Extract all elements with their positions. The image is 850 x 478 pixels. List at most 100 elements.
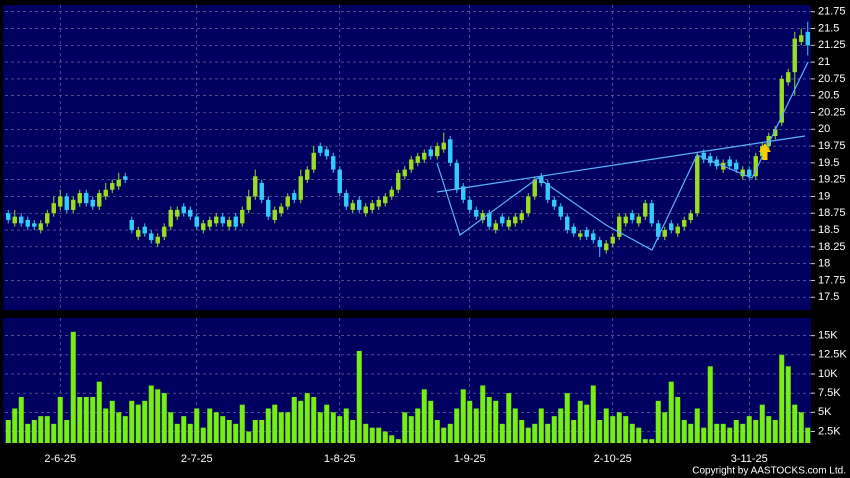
candle-body <box>636 216 641 224</box>
candle-body <box>753 156 758 177</box>
volume-layer: 2.5K 5K 7.5K 10K 12.5K 15K <box>5 318 847 443</box>
candle-body <box>571 226 576 234</box>
candle-body <box>58 196 63 207</box>
volume-bar <box>434 419 440 443</box>
candle-body <box>448 139 453 163</box>
volume-bar <box>298 400 304 443</box>
volume-bar <box>616 412 622 443</box>
candle-body <box>669 223 674 231</box>
volume-bar <box>792 404 798 443</box>
candle-body <box>298 176 303 200</box>
candle-body <box>435 146 440 157</box>
volume-bar <box>337 416 343 443</box>
volume-bar <box>116 412 122 443</box>
y-tick-label: 19.5 <box>818 157 839 169</box>
candle-body <box>773 129 778 137</box>
candle-body <box>376 199 381 207</box>
volume-bar <box>772 419 778 443</box>
y-tick-label: 19.25 <box>818 174 846 186</box>
candle-body <box>25 219 30 227</box>
volume-bar <box>525 427 531 443</box>
volume-bar <box>636 427 642 443</box>
candle-body <box>259 183 264 200</box>
volume-bar <box>194 408 200 443</box>
volume-bar <box>142 400 148 443</box>
volume-bar <box>623 416 629 443</box>
volume-bar <box>798 412 804 443</box>
volume-bar <box>155 389 161 443</box>
volume-bar <box>629 423 635 443</box>
volume-bar <box>148 385 154 443</box>
candle-body <box>617 216 622 237</box>
y-tick-label: 19.75 <box>818 140 846 152</box>
x-tick-label: 2-6-25 <box>44 453 76 465</box>
y-tick-label: 21.5 <box>818 22 839 34</box>
y-tick-label: 7.5K <box>818 387 841 399</box>
volume-bar <box>174 423 180 443</box>
volume-bar <box>343 408 349 443</box>
volume-bar <box>168 412 174 443</box>
candle-body <box>623 216 628 224</box>
volume-bar <box>499 423 505 443</box>
candle-body <box>110 183 115 190</box>
volume-bar <box>246 431 252 443</box>
pattern-line <box>436 61 809 251</box>
y-tick-label: 5K <box>818 406 832 418</box>
y-tick-label: 21 <box>818 56 830 68</box>
volume-bar <box>38 416 44 443</box>
candle-body <box>266 199 271 217</box>
trend-line <box>436 135 806 193</box>
volume-bar <box>694 408 700 443</box>
candle-body <box>279 206 284 214</box>
volume-bar <box>720 423 726 443</box>
volume-bar <box>597 419 603 443</box>
y-tick-label: 18 <box>818 258 830 270</box>
volume-bar <box>129 400 135 443</box>
volume-bar <box>727 427 733 443</box>
volume-bar <box>304 393 310 443</box>
volume-bar <box>402 412 408 443</box>
volume-bar <box>31 419 37 443</box>
volume-bar <box>473 408 479 443</box>
candle-body <box>337 169 342 194</box>
x-tick-label: 1-9-25 <box>454 453 486 465</box>
volume-bar <box>590 385 596 443</box>
candle-body <box>207 219 212 227</box>
candle-body <box>565 216 570 231</box>
candle-body <box>545 183 550 200</box>
volume-bar <box>12 408 18 443</box>
volume-bar <box>766 416 772 443</box>
volume-bar <box>350 419 356 443</box>
candle-body <box>415 156 420 163</box>
volume-bar <box>538 408 544 443</box>
volume-bar <box>90 396 96 443</box>
y-tick-label: 20.5 <box>818 90 839 102</box>
y-tick-label: 15K <box>818 330 838 342</box>
volume-bar <box>746 416 752 443</box>
volume-bar <box>649 439 655 443</box>
volume-bar <box>161 393 167 443</box>
candle-body <box>51 203 56 214</box>
y-tick-label: 21.25 <box>818 39 846 51</box>
candle-body <box>688 213 693 220</box>
y-tick-label: 20 <box>818 123 830 135</box>
volume-bar <box>64 419 70 443</box>
candle-body <box>90 199 95 207</box>
volume-bar <box>519 419 525 443</box>
candle-body <box>214 216 219 224</box>
volume-bar <box>369 427 375 443</box>
candle-body <box>513 216 518 224</box>
volume-bar <box>18 396 24 443</box>
candle-body <box>428 149 433 157</box>
candle-body <box>682 219 687 227</box>
candle-body <box>727 159 732 167</box>
candle-body <box>64 196 69 210</box>
candle-body <box>519 213 524 220</box>
volume-bar <box>187 423 193 443</box>
volume-bar <box>441 427 447 443</box>
volume-bar <box>681 419 687 443</box>
candle-body <box>136 230 141 237</box>
volume-bar <box>551 416 557 443</box>
candle-body <box>149 233 154 241</box>
